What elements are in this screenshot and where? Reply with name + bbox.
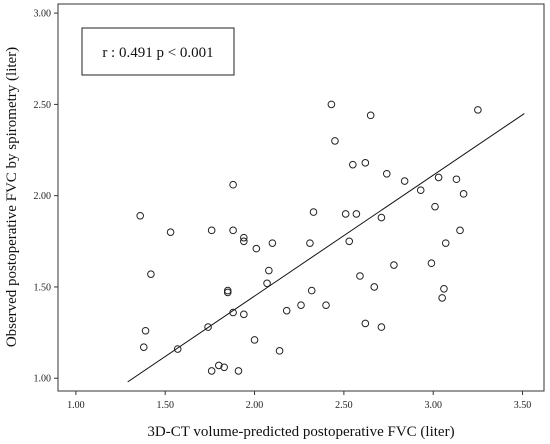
data-point: [141, 326, 150, 335]
data-point: [440, 284, 448, 293]
data-point: [250, 336, 259, 344]
data-point: [416, 186, 425, 194]
y-tick-label: 2.50: [34, 100, 52, 111]
data-point: [400, 177, 409, 185]
data-point: [309, 208, 318, 216]
y-tick-label: 2.00: [34, 191, 52, 202]
data-point: [139, 343, 148, 351]
x-tick-label: 1.50: [156, 400, 174, 411]
data-point: [349, 160, 357, 169]
data-point: [220, 363, 228, 372]
data-points: [136, 100, 482, 375]
data-point: [459, 190, 468, 198]
data-point: [370, 283, 379, 291]
data-point: [434, 173, 443, 182]
data-point: [452, 175, 461, 184]
annotation-box: [81, 27, 235, 76]
data-point: [390, 261, 398, 269]
data-point: [215, 361, 223, 370]
data-point: [252, 244, 261, 253]
x-tick-label: 2.00: [246, 400, 264, 411]
data-point: [356, 272, 364, 280]
y-axis-title: Observed postoperative FVC by spirometry…: [4, 47, 20, 347]
data-point: [438, 294, 446, 302]
data-point: [268, 239, 277, 247]
data-point: [173, 345, 182, 353]
data-point: [361, 319, 370, 328]
x-axis-title: 3D-CT volume-predicted postoperative FVC…: [147, 424, 454, 440]
data-point: [341, 210, 350, 218]
data-point: [345, 237, 354, 246]
y-axis: 1.00 1.50 2.00 2.50 3.00: [34, 9, 58, 385]
data-point: [441, 239, 450, 247]
x-tick-label: 1.00: [67, 400, 85, 411]
y-tick-label: 3.00: [34, 9, 52, 20]
y-tick-label: 1.50: [34, 282, 52, 293]
data-point: [166, 228, 175, 236]
data-point: [240, 237, 248, 246]
x-tick-label: 3.50: [514, 400, 532, 411]
data-point: [136, 211, 144, 220]
data-point: [297, 301, 305, 310]
regression-line: [127, 113, 525, 383]
data-point: [204, 323, 212, 331]
data-point: [427, 259, 436, 268]
data-point: [147, 270, 155, 278]
data-point: [263, 279, 271, 288]
data-point: [331, 137, 339, 145]
data-point: [223, 288, 232, 297]
data-point: [322, 301, 330, 310]
data-point: [207, 367, 216, 375]
data-point: [382, 169, 391, 178]
data-point: [229, 226, 237, 235]
data-point: [207, 226, 216, 235]
data-point: [361, 159, 370, 167]
data-point: [306, 239, 314, 247]
x-tick-label: 3.00: [424, 400, 442, 411]
data-point: [377, 323, 386, 331]
data-point: [431, 202, 439, 211]
data-point: [456, 226, 464, 235]
data-point: [366, 111, 375, 120]
data-point: [377, 213, 386, 222]
data-point: [229, 180, 237, 189]
data-point: [327, 100, 336, 109]
data-point: [275, 347, 284, 355]
data-point: [234, 367, 243, 375]
data-point: [240, 310, 248, 319]
data-point: [474, 106, 482, 114]
x-axis: 1.00 1.50 2.00 2.50 3.00 3.50: [67, 391, 531, 411]
data-point: [282, 306, 291, 315]
data-point: [352, 210, 361, 218]
correlation-annotation: r : 0.491 p < 0.001: [102, 45, 213, 61]
data-point: [307, 286, 316, 295]
y-tick-label: 1.00: [34, 374, 52, 385]
data-point: [265, 266, 273, 275]
x-tick-label: 2.50: [335, 400, 353, 411]
data-point: [229, 308, 237, 317]
data-point: [240, 233, 248, 242]
